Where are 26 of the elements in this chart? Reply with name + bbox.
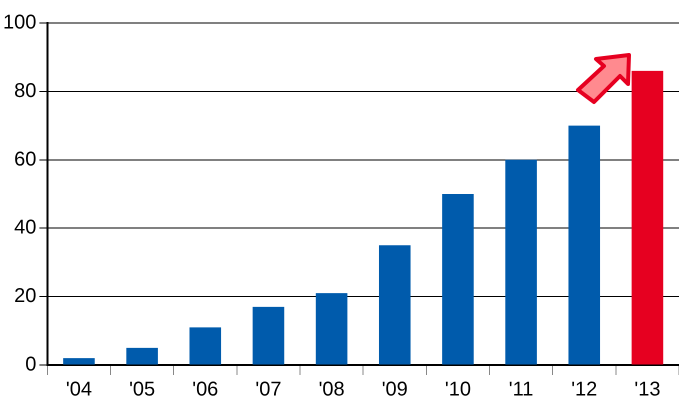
y-tick-label: 60 — [14, 148, 36, 170]
bar — [632, 70, 664, 364]
bar — [252, 306, 284, 364]
bar — [126, 348, 158, 364]
bar — [63, 358, 95, 364]
bar — [442, 194, 474, 364]
x-tick-label: '04 — [66, 378, 92, 401]
y-tick-label: 20 — [14, 285, 36, 308]
x-tick-label: '08 — [318, 378, 345, 401]
x-tick-label: '07 — [255, 378, 282, 401]
y-tick-label: 80 — [14, 80, 36, 102]
bar — [378, 245, 411, 364]
y-tick-label: 40 — [14, 216, 36, 239]
x-tick-label: '10 — [444, 378, 471, 401]
bar — [189, 327, 222, 364]
x-tick-label: '09 — [382, 378, 408, 401]
bar — [505, 160, 537, 364]
bar — [568, 126, 600, 364]
x-tick-label: '11 — [508, 378, 534, 401]
bar — [316, 293, 348, 364]
y-tick-label: 100 — [2, 12, 36, 34]
x-tick-label: '05 — [129, 378, 156, 401]
x-tick-label: '13 — [634, 378, 660, 401]
y-tick-label: 0 — [25, 354, 36, 376]
x-tick-label: '06 — [192, 378, 218, 401]
x-tick-label: '12 — [571, 378, 598, 401]
